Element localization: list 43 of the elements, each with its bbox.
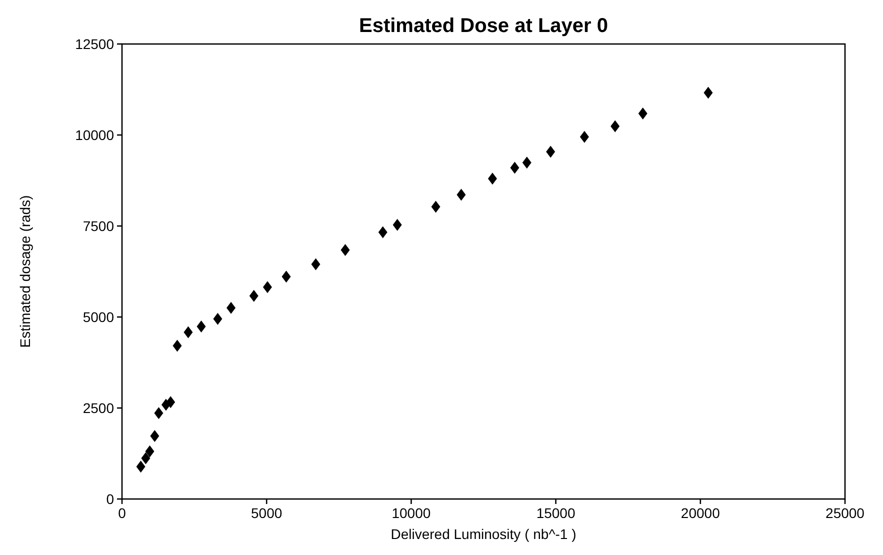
point xyxy=(154,407,164,420)
point xyxy=(150,430,160,442)
point xyxy=(311,258,320,270)
y-tick-label: 2500 xyxy=(82,400,114,416)
x-tick-label: 15000 xyxy=(536,505,576,521)
y-tick-label: 12500 xyxy=(75,36,114,52)
point xyxy=(196,320,206,332)
x-tick-label: 5000 xyxy=(251,505,282,521)
y-tick-label: 0 xyxy=(106,491,114,507)
point xyxy=(456,188,466,201)
point xyxy=(282,270,291,283)
y-tick-label: 10000 xyxy=(75,127,114,143)
point xyxy=(704,86,713,99)
point xyxy=(262,281,272,294)
x-tick-label: 10000 xyxy=(392,505,431,521)
point xyxy=(226,302,236,314)
point xyxy=(184,326,193,338)
point xyxy=(249,290,258,302)
point xyxy=(546,146,556,158)
point xyxy=(166,396,176,408)
x-tick-label: 25000 xyxy=(826,505,865,521)
point xyxy=(510,162,520,174)
point xyxy=(580,130,589,143)
point xyxy=(522,156,532,169)
point xyxy=(136,460,146,473)
x-axis-title: Delivered Luminosity ( nb^-1 ) xyxy=(390,526,576,542)
point xyxy=(172,340,182,352)
chart-title: Estimated Dose at Layer 0 xyxy=(359,15,608,37)
point xyxy=(141,452,150,464)
point xyxy=(340,244,350,256)
x-tick-label: 0 xyxy=(118,505,126,521)
point xyxy=(378,226,388,238)
point xyxy=(431,200,440,213)
y-axis-title: Estimated dosage (rads) xyxy=(17,195,33,348)
point xyxy=(610,120,620,132)
point xyxy=(213,312,222,325)
point xyxy=(392,218,402,231)
point xyxy=(145,445,154,458)
y-tick-label: 7500 xyxy=(82,218,114,234)
point xyxy=(488,172,497,185)
y-tick-label: 5000 xyxy=(82,309,114,325)
point xyxy=(638,108,648,120)
x-tick-label: 20000 xyxy=(680,505,720,521)
